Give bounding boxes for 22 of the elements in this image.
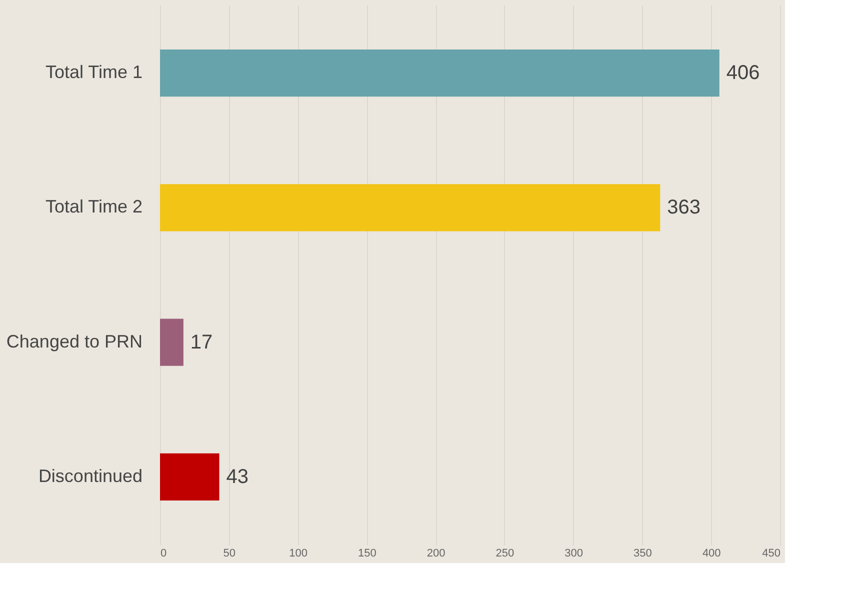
- x-tick-label: 150: [358, 548, 376, 560]
- x-tick-label: 250: [496, 548, 514, 560]
- x-tick-label: 50: [223, 548, 236, 560]
- bar: [160, 49, 720, 97]
- x-tick-label: 100: [289, 548, 308, 560]
- data-label: 406: [726, 62, 760, 84]
- y-tick-label: Total Time 1: [45, 62, 142, 82]
- x-tick-label: 0: [160, 548, 167, 560]
- x-tick-label: 450: [762, 548, 780, 560]
- data-label: 43: [226, 466, 248, 488]
- bar: [160, 184, 660, 232]
- data-label: 17: [190, 331, 213, 354]
- x-tick-label: 400: [702, 548, 721, 560]
- y-tick-label: Changed to PRN: [6, 331, 142, 352]
- x-tick-label: 350: [634, 548, 652, 560]
- y-tick-label: Discontinued: [38, 466, 142, 486]
- bar: [160, 453, 220, 501]
- y-tick-label: Total Time 2: [45, 196, 142, 217]
- x-tick-label: 200: [426, 548, 446, 560]
- x-tick-label: 300: [564, 548, 584, 560]
- bar: [160, 318, 184, 366]
- data-label: 363: [667, 196, 701, 219]
